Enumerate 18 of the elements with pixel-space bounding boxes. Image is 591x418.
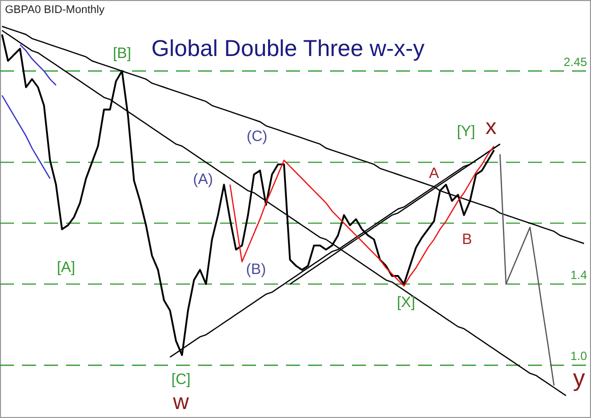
y-tick-label: 2.45 bbox=[564, 55, 588, 70]
y-tick-label: 1.4 bbox=[570, 268, 588, 282]
annotation: [B] bbox=[112, 45, 132, 62]
annotation: A bbox=[428, 165, 440, 182]
annotation: (B) bbox=[246, 261, 266, 278]
annotation: x bbox=[486, 114, 496, 139]
annotation: w bbox=[172, 389, 190, 414]
annotation: y bbox=[573, 365, 585, 392]
annotation: [A] bbox=[56, 259, 76, 276]
annotation: [Y] bbox=[456, 123, 476, 140]
text: Global Double Three w-x-y bbox=[151, 35, 426, 61]
annotation: B bbox=[462, 231, 472, 248]
annotation: (A) bbox=[193, 171, 213, 188]
annotation: [X] bbox=[396, 294, 416, 311]
y-tick-label: 1.0 bbox=[570, 349, 588, 364]
chart-subtitle: GBPA0 BID-Monthly bbox=[5, 4, 105, 16]
annotation: (C) bbox=[246, 128, 268, 145]
annotation: [C] bbox=[171, 371, 191, 388]
